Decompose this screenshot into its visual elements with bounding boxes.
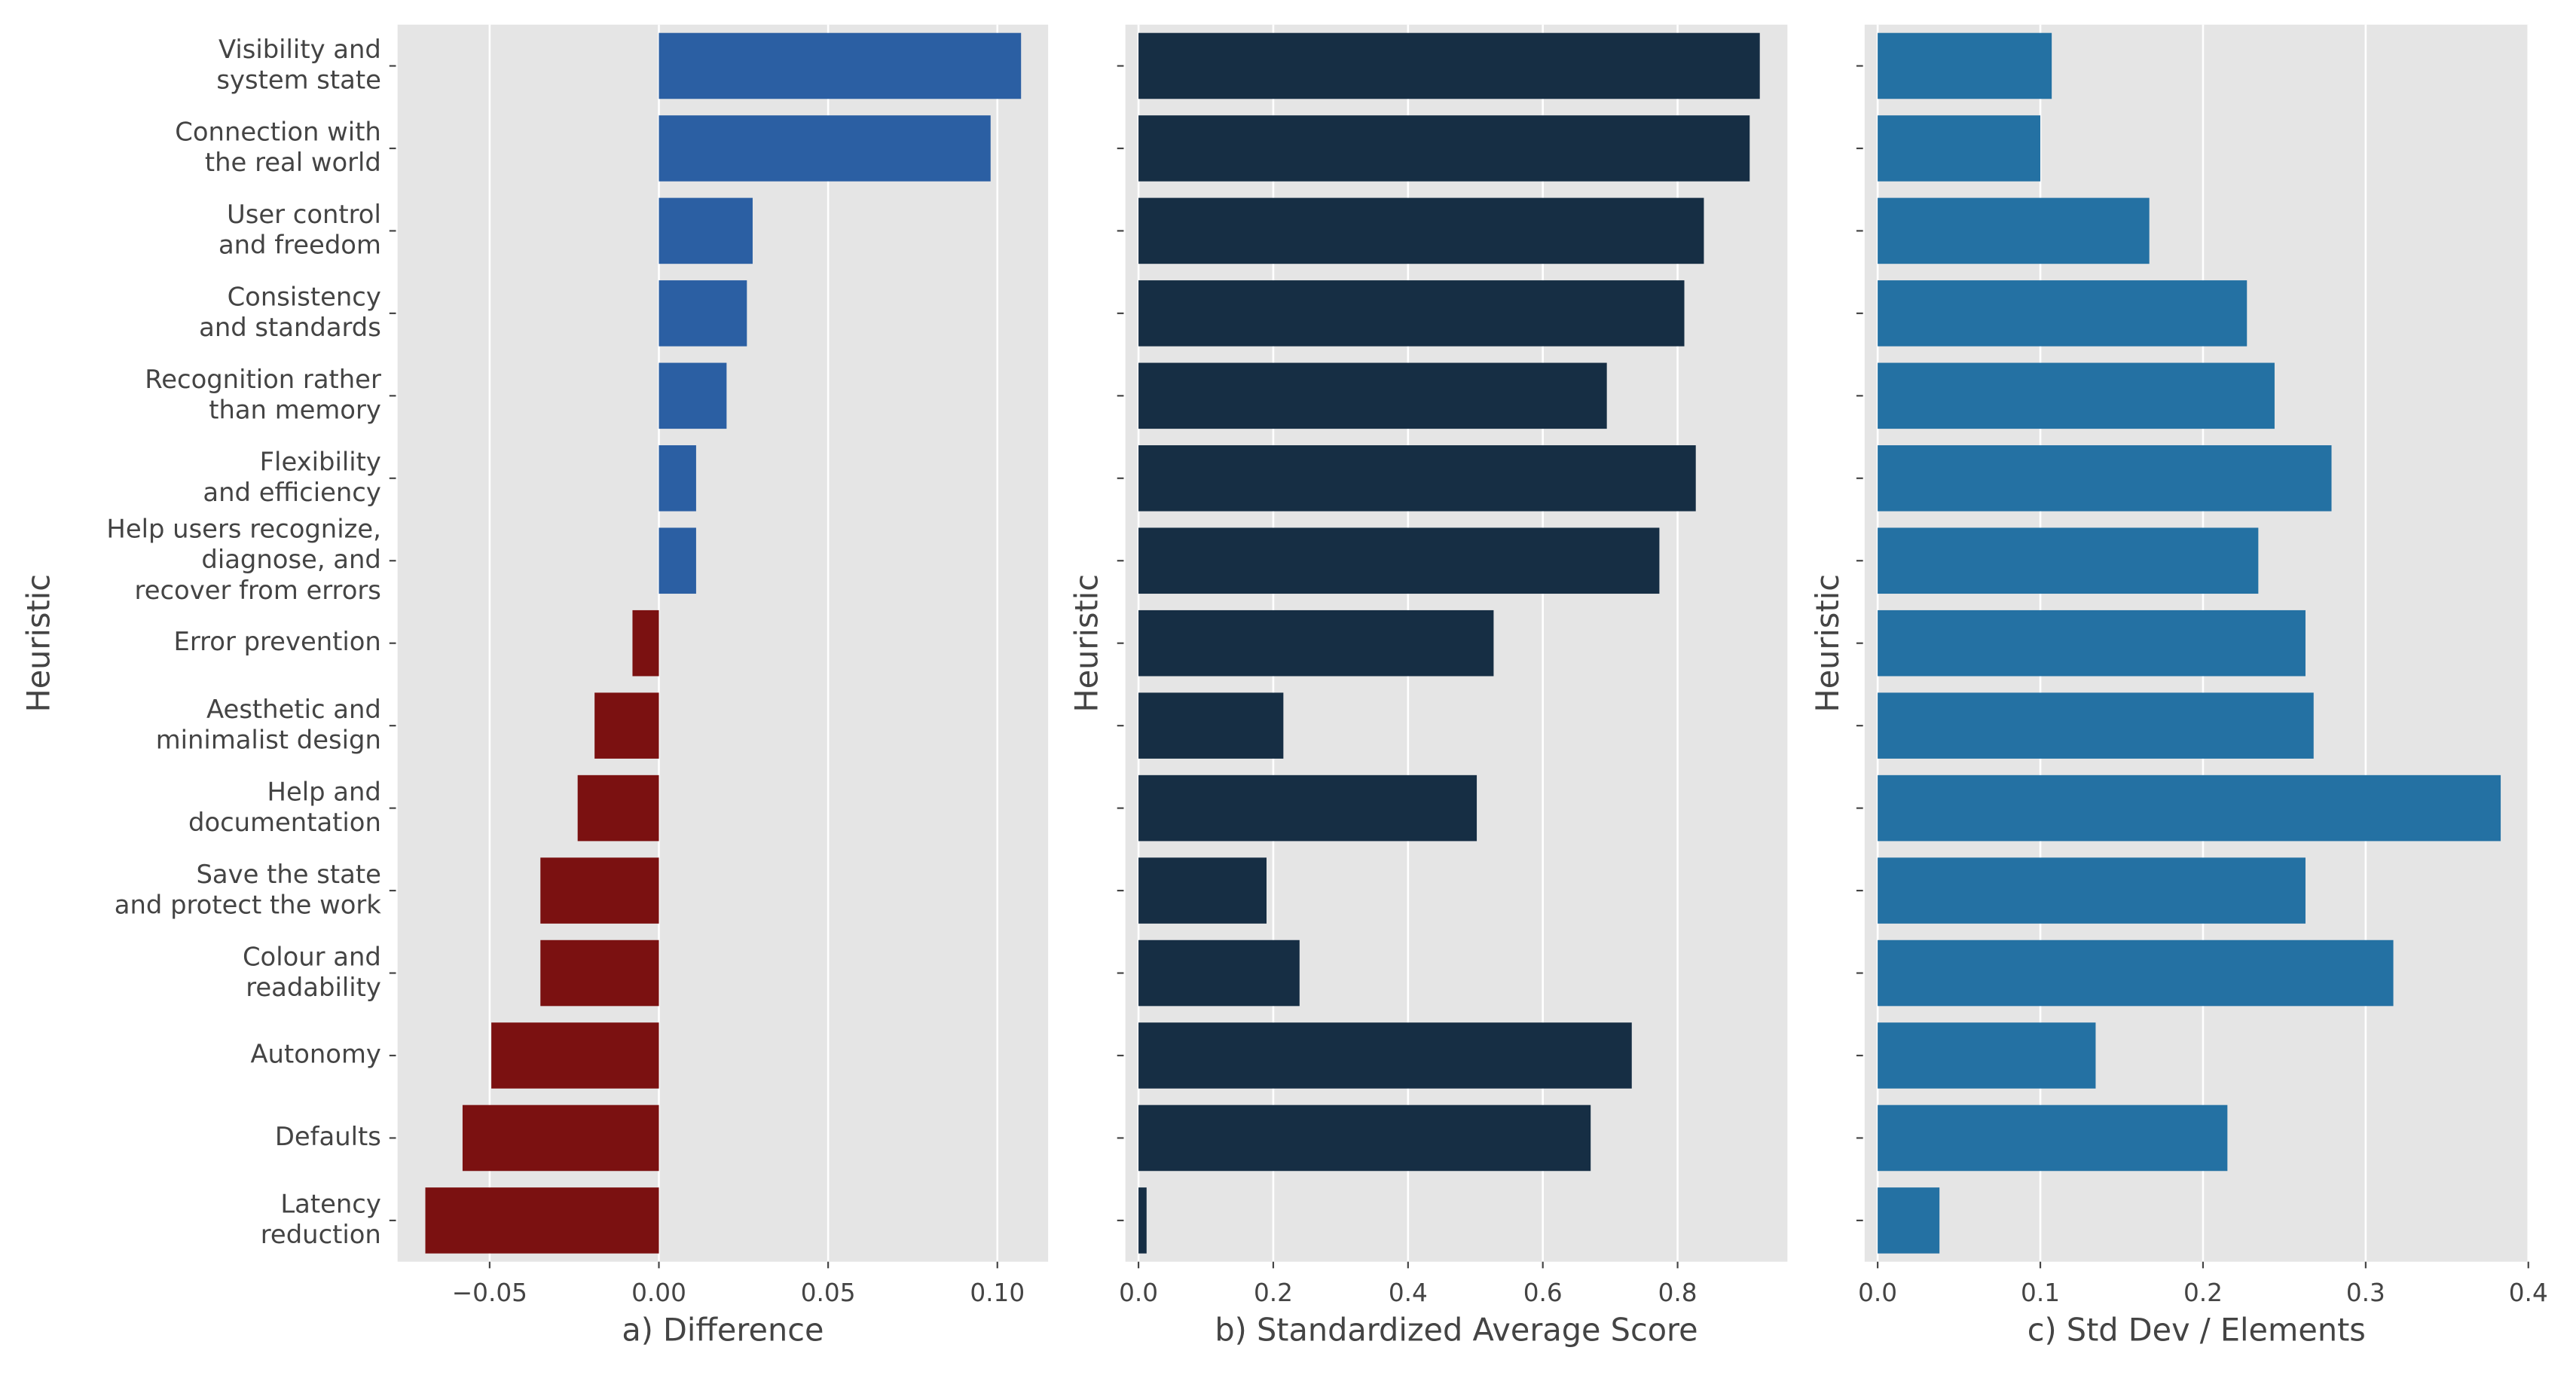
- bar: [540, 940, 659, 1007]
- bar: [1138, 280, 1685, 347]
- x-axis-label: b) Standardized Average Score: [1215, 1312, 1697, 1348]
- x-tick-label: 0.8: [1658, 1279, 1697, 1307]
- bar: [1138, 940, 1300, 1007]
- bar: [1878, 857, 2306, 924]
- bar: [577, 775, 659, 842]
- bar: [1138, 1187, 1147, 1254]
- category-label: Autonomy: [250, 1040, 380, 1069]
- bar: [659, 115, 991, 182]
- bar: [594, 692, 659, 759]
- bar: [1878, 610, 2306, 677]
- bar: [1878, 445, 2332, 512]
- bar: [1138, 692, 1284, 759]
- bar: [659, 197, 753, 264]
- category-label: Latency reduction: [261, 1189, 381, 1249]
- bar: [1138, 115, 1750, 182]
- x-tick-label: 0.00: [631, 1279, 686, 1307]
- bar: [659, 362, 727, 429]
- category-label: Help users recognize, diagnose, and recove…: [106, 514, 380, 604]
- x-tick-label: 0.4: [2509, 1279, 2548, 1307]
- x-tick-label: −0.05: [452, 1279, 527, 1307]
- bar: [1878, 1104, 2228, 1172]
- bar: [1138, 775, 1477, 842]
- y-axis-label: Heuristic: [1069, 574, 1105, 712]
- bar: [1878, 280, 2248, 347]
- bar: [425, 1187, 659, 1254]
- category-label: Flexibility and efficiency: [203, 447, 380, 507]
- x-tick-label: 0.05: [801, 1279, 856, 1307]
- bar: [1138, 32, 1760, 99]
- category-label: Consistency and standards: [199, 282, 381, 342]
- bar: [1878, 692, 2314, 759]
- category-label: Help and documentation: [188, 777, 381, 837]
- bar: [1138, 610, 1494, 677]
- x-tick-label: 0.3: [2346, 1279, 2385, 1307]
- x-tick-label: 0.6: [1523, 1279, 1563, 1307]
- bar: [632, 610, 659, 677]
- bar: [1878, 32, 2052, 99]
- bar: [491, 1022, 659, 1089]
- x-tick-label: 0.2: [1254, 1279, 1293, 1307]
- x-tick-label: 0.0: [1858, 1279, 1897, 1307]
- bar: [1878, 362, 2275, 429]
- x-axis-label: a) Difference: [622, 1312, 824, 1348]
- bar: [1878, 1022, 2096, 1089]
- bar: [1138, 445, 1696, 512]
- x-tick-label: 0.2: [2183, 1279, 2223, 1307]
- bar: [1878, 527, 2259, 594]
- x-tick-label: 0.10: [970, 1279, 1025, 1307]
- bar: [1138, 527, 1660, 594]
- bar: [1878, 1187, 1940, 1254]
- y-axis-label: Heuristic: [1810, 574, 1846, 712]
- bar: [659, 445, 696, 512]
- x-tick-label: 0.1: [2021, 1279, 2060, 1307]
- bar: [659, 280, 747, 347]
- bar: [1138, 362, 1607, 429]
- category-label: Colour and readability: [243, 942, 381, 1002]
- bar: [1878, 197, 2150, 264]
- x-tick-label: 0.0: [1119, 1279, 1158, 1307]
- y-axis-label: Heuristic: [20, 574, 57, 712]
- bar: [1878, 115, 2041, 182]
- bar: [1138, 1104, 1591, 1172]
- category-label: Aesthetic and minimalist design: [156, 694, 381, 754]
- bar: [540, 857, 659, 924]
- bar: [1878, 775, 2501, 842]
- bar: [1878, 940, 2394, 1007]
- bar: [659, 527, 696, 594]
- bar: [1138, 857, 1267, 924]
- bar: [1138, 1022, 1632, 1089]
- category-label: Error prevention: [174, 627, 381, 656]
- category-label: Defaults: [275, 1122, 381, 1151]
- category-label: Save the state and protect the work: [115, 859, 381, 919]
- x-tick-label: 0.4: [1389, 1279, 1428, 1307]
- bar: [462, 1104, 659, 1172]
- bar: [659, 32, 1022, 99]
- x-axis-label: c) Std Dev / Elements: [2027, 1312, 2366, 1348]
- category-label: User control and freedom: [218, 200, 381, 260]
- bar: [1138, 197, 1704, 264]
- category-label: Connection with the real world: [175, 117, 381, 177]
- category-label: Recognition rather than memory: [145, 365, 381, 425]
- category-label: Visibility and system state: [216, 35, 380, 95]
